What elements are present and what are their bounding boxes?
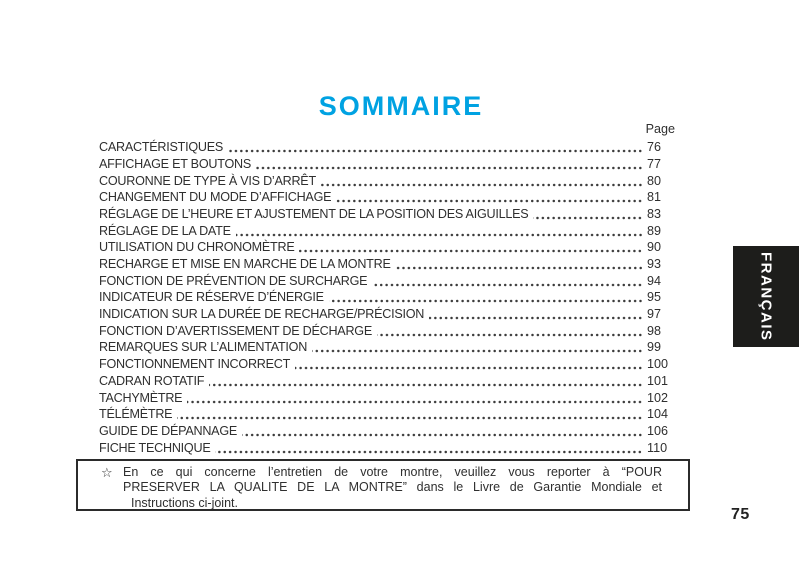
toc-entry-page: 77	[647, 156, 662, 171]
toc-entry-label: CHANGEMENT DU MODE D’AFFICHAGE	[99, 190, 332, 205]
toc-entry-page: 99	[647, 340, 662, 355]
toc-entry-label: RÉGLAGE DE LA DATE	[99, 223, 231, 238]
toc-entry: UTILISATION DU CHRONOMÈTRE 90	[99, 239, 675, 256]
toc-entry: REMARQUES SUR L’ALIMENTATION 99	[99, 339, 675, 356]
toc-entry: INDICATION SUR LA DURÉE DE RECHARGE/PRÉC…	[99, 306, 675, 323]
toc-entry-page: 89	[647, 223, 662, 238]
toc-entry: FONCTION D’AVERTISSEMENT DE DÉCHARGE 98	[99, 323, 675, 340]
table-of-contents: CARACTÉRISTIQUES 76 AFFICHAGE ET BOUTONS 7…	[99, 139, 675, 456]
toc-entry-label: FONCTION D’AVERTISSEMENT DE DÉCHARGE	[99, 323, 372, 338]
toc-entry-label: TÉLÉMÈTRE	[99, 407, 173, 422]
toc-entry-page: 97	[647, 307, 662, 322]
toc-entry: RECHARGE ET MISE EN MARCHE DE LA MONTRE 9…	[99, 256, 675, 273]
dot-leader	[255, 165, 643, 170]
toc-entry-label: UTILISATION DU CHRONOMÈTRE	[99, 240, 295, 255]
star-icon: ☆	[101, 465, 113, 480]
dot-leader	[429, 316, 643, 321]
toc-entry-label: FONCTIONNEMENT INCORRECT	[99, 357, 291, 372]
care-note-line: Instructions ci-joint.	[131, 495, 238, 510]
toc-entry-page: 101	[647, 373, 669, 388]
dot-leader	[209, 382, 643, 387]
toc-entry: AFFICHAGE ET BOUTONS 77	[99, 156, 675, 173]
dot-leader	[336, 199, 643, 204]
dot-leader	[372, 282, 643, 287]
toc-entry-label: RECHARGE ET MISE EN MARCHE DE LA MONTRE	[99, 257, 391, 271]
toc-entry-page: 102	[647, 390, 669, 405]
toc-entry: RÉGLAGE DE LA DATE 89	[99, 222, 675, 239]
toc-entry: RÉGLAGE DE L’HEURE ET AJUSTEMENT DE LA P…	[99, 206, 675, 223]
dot-leader	[228, 149, 643, 154]
toc-entry-label: TACHYMÈTRE	[99, 390, 183, 405]
page-title: SOMMAIRE	[318, 91, 484, 121]
toc-entry-label: COURONNE DE TYPE À VIS D’ARRÊT	[99, 173, 316, 188]
dot-leader	[312, 349, 643, 354]
page-number: 75	[731, 506, 750, 523]
toc-entry-label: CADRAN ROTATIF	[99, 373, 205, 388]
dot-leader	[377, 332, 643, 337]
toc-entry-page: 110	[647, 440, 668, 455]
toc-entry-page: 90	[647, 240, 662, 255]
toc-entry: TÉLÉMÈTRE 104	[99, 406, 675, 423]
toc-entry-page: 81	[647, 190, 662, 205]
dot-leader	[395, 266, 643, 270]
toc-entry-page: 93	[647, 257, 662, 271]
care-note-box: ☆ En ce qui concerne l’entretien de votr…	[76, 459, 690, 511]
dot-leader	[235, 232, 643, 237]
toc-entry-label: REMARQUES SUR L’ALIMENTATION	[99, 340, 308, 355]
toc-entry-label: GUIDE DE DÉPANNAGE	[99, 423, 238, 438]
toc-entry-label: INDICATEUR DE RÉSERVE D’ÉNERGIE	[99, 290, 324, 305]
toc-entry: INDICATEUR DE RÉSERVE D’ÉNERGIE 95	[99, 289, 675, 306]
toc-entry-page: 98	[647, 323, 662, 338]
toc-entry-page: 106	[647, 423, 669, 438]
toc-entry-label: FICHE TECHNIQUE	[99, 440, 211, 455]
toc-entry: FONCTIONNEMENT INCORRECT 100	[99, 356, 675, 373]
toc-entry-page: 94	[647, 273, 662, 288]
dot-leader	[328, 299, 643, 304]
language-tab-label: FRANÇAIS	[757, 251, 775, 342]
toc-entry: FONCTION DE PRÉVENTION DE SURCHARGE 94	[99, 273, 675, 290]
toc-entry-page: 104	[647, 407, 669, 422]
toc-entry: CADRAN ROTATIF 101	[99, 373, 675, 390]
dot-leader	[299, 249, 643, 254]
toc-entry: FICHE TECHNIQUE 110	[99, 439, 675, 456]
language-tab-francais: FRANÇAIS	[733, 246, 799, 347]
toc-entry-label: CARACTÉRISTIQUES	[99, 140, 224, 155]
toc-entry-page: 76	[647, 140, 662, 155]
dot-leader	[295, 366, 643, 371]
toc-entry-page: 95	[647, 290, 662, 305]
care-note-line: PRESERVER LA QUALITE DE LA MONTRE” dans …	[123, 480, 662, 495]
dot-leader	[242, 432, 643, 437]
toc-entry: CARACTÉRISTIQUES 76	[99, 139, 675, 156]
toc-entry: TACHYMÈTRE 102	[99, 389, 675, 406]
toc-entry-label: RÉGLAGE DE L’HEURE ET AJUSTEMENT DE LA P…	[99, 206, 529, 221]
toc-entry: GUIDE DE DÉPANNAGE 106	[99, 423, 675, 440]
toc-entry-page: 100	[647, 357, 669, 372]
toc-entry: CHANGEMENT DU MODE D’AFFICHAGE 81	[99, 189, 675, 206]
care-note-line: En ce qui concerne l’entretien de votre …	[123, 465, 662, 479]
toc-entry-label: FONCTION DE PRÉVENTION DE SURCHARGE	[99, 273, 368, 288]
toc-entry-label: AFFICHAGE ET BOUTONS	[99, 156, 251, 171]
page-column-label: Page	[645, 122, 675, 136]
care-note-text: En ce qui concerne l’entretien de votre …	[123, 465, 662, 510]
toc-entry-page: 80	[647, 173, 662, 188]
dot-leader	[177, 416, 643, 421]
toc-entry-label: INDICATION SUR LA DURÉE DE RECHARGE/PRÉC…	[99, 307, 425, 322]
dot-leader	[187, 399, 643, 404]
dot-leader	[533, 215, 643, 220]
toc-entry-page: 83	[647, 206, 662, 221]
toc-entry: COURONNE DE TYPE À VIS D’ARRÊT 80	[99, 172, 675, 189]
dot-leader	[320, 182, 643, 187]
dot-leader	[215, 449, 643, 454]
